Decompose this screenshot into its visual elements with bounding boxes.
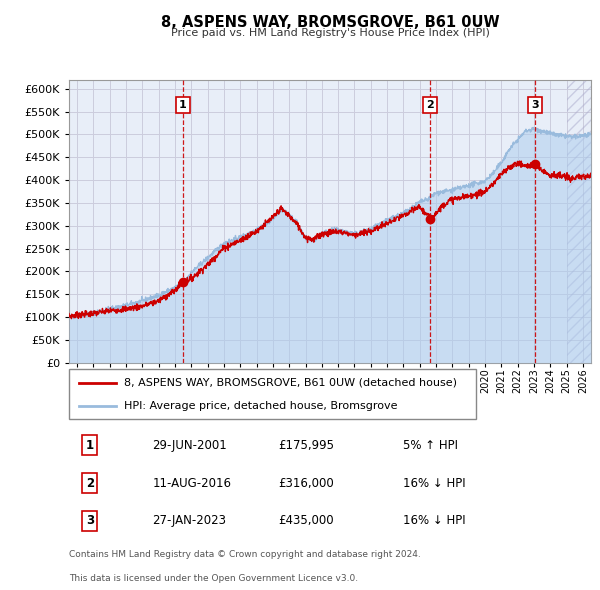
Text: £435,000: £435,000 [278, 514, 334, 527]
Text: 1: 1 [179, 100, 187, 110]
Text: 2: 2 [86, 477, 94, 490]
Text: Contains HM Land Registry data © Crown copyright and database right 2024.: Contains HM Land Registry data © Crown c… [69, 550, 421, 559]
Text: 1: 1 [86, 439, 94, 452]
Text: This data is licensed under the Open Government Licence v3.0.: This data is licensed under the Open Gov… [69, 574, 358, 583]
Text: 3: 3 [86, 514, 94, 527]
Text: 5% ↑ HPI: 5% ↑ HPI [403, 439, 458, 452]
Text: £316,000: £316,000 [278, 477, 334, 490]
Text: 29-JUN-2001: 29-JUN-2001 [152, 439, 227, 452]
Text: 11-AUG-2016: 11-AUG-2016 [152, 477, 232, 490]
Text: 8, ASPENS WAY, BROMSGROVE, B61 0UW (detached house): 8, ASPENS WAY, BROMSGROVE, B61 0UW (deta… [124, 378, 457, 388]
Text: 3: 3 [532, 100, 539, 110]
Text: 8, ASPENS WAY, BROMSGROVE, B61 0UW: 8, ASPENS WAY, BROMSGROVE, B61 0UW [161, 15, 499, 30]
Text: 16% ↓ HPI: 16% ↓ HPI [403, 477, 466, 490]
FancyBboxPatch shape [69, 369, 476, 419]
Text: 27-JAN-2023: 27-JAN-2023 [152, 514, 227, 527]
Text: 2: 2 [426, 100, 434, 110]
Text: 16% ↓ HPI: 16% ↓ HPI [403, 514, 466, 527]
Text: £175,995: £175,995 [278, 439, 334, 452]
Text: Price paid vs. HM Land Registry's House Price Index (HPI): Price paid vs. HM Land Registry's House … [170, 28, 490, 38]
Text: HPI: Average price, detached house, Bromsgrove: HPI: Average price, detached house, Brom… [124, 401, 397, 411]
